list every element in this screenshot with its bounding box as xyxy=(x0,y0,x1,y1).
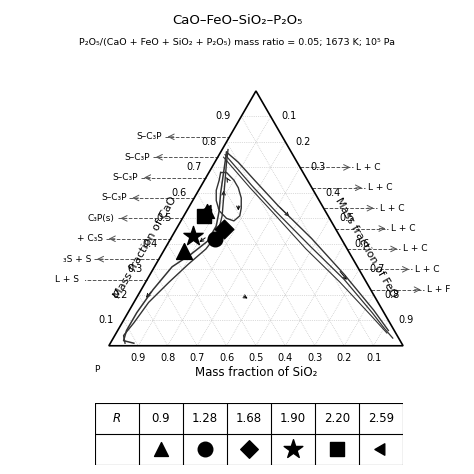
Text: L + C: L + C xyxy=(356,163,381,172)
Text: 0.4: 0.4 xyxy=(325,188,340,198)
Text: 0.7: 0.7 xyxy=(190,353,205,363)
Text: L + F: L + F xyxy=(427,285,450,294)
Text: 0.6: 0.6 xyxy=(172,188,187,198)
Text: S–C₃P: S–C₃P xyxy=(137,132,162,141)
Point xyxy=(204,207,211,215)
Text: S–C₃P: S–C₃P xyxy=(125,153,150,162)
Text: 0.1: 0.1 xyxy=(366,353,381,363)
Text: C₃P(s): C₃P(s) xyxy=(88,214,115,223)
Point xyxy=(245,446,253,453)
Point xyxy=(157,446,164,453)
Text: 0.1: 0.1 xyxy=(98,315,113,325)
Text: ₃S + S: ₃S + S xyxy=(63,255,91,264)
Text: 0.8: 0.8 xyxy=(384,290,399,300)
Text: 0.9: 0.9 xyxy=(152,412,170,425)
Text: 0.5: 0.5 xyxy=(340,213,355,223)
Text: 2.20: 2.20 xyxy=(324,412,350,425)
Text: 1.28: 1.28 xyxy=(192,412,218,425)
Text: 0.2: 0.2 xyxy=(113,290,128,300)
Text: 1.68: 1.68 xyxy=(236,412,262,425)
Text: 0.8: 0.8 xyxy=(160,353,175,363)
Text: 0.4: 0.4 xyxy=(278,353,293,363)
Text: S–C₃P: S–C₃P xyxy=(101,193,127,202)
Point xyxy=(180,248,188,255)
Point xyxy=(220,225,228,232)
Point xyxy=(333,446,341,453)
Text: P: P xyxy=(94,365,100,374)
Text: Mass fraction of FeO: Mass fraction of FeO xyxy=(334,196,399,300)
Point xyxy=(289,446,297,453)
Text: L + S: L + S xyxy=(55,275,80,284)
Text: 0.9: 0.9 xyxy=(399,315,414,325)
Point xyxy=(201,446,209,453)
Text: Mass fraction of SiO₂: Mass fraction of SiO₂ xyxy=(195,366,317,379)
Point xyxy=(204,207,211,215)
Text: L + C: L + C xyxy=(415,265,439,274)
Text: 0.5: 0.5 xyxy=(248,353,264,363)
Text: 0.9: 0.9 xyxy=(131,353,146,363)
Point xyxy=(211,235,219,243)
Text: 0.6: 0.6 xyxy=(219,353,234,363)
Point xyxy=(201,212,208,219)
Text: P₂O₅/(CaO + FeO + SiO₂ + P₂O₅) mass ratio = 0.05; 1673 K; 10⁵ Pa: P₂O₅/(CaO + FeO + SiO₂ + P₂O₅) mass rati… xyxy=(79,38,395,47)
Point xyxy=(189,232,197,240)
Text: 0.5: 0.5 xyxy=(157,213,172,223)
Text: L + C: L + C xyxy=(392,224,416,233)
Text: 0.9: 0.9 xyxy=(216,111,231,121)
Text: 0.2: 0.2 xyxy=(337,353,352,363)
Text: 0.7: 0.7 xyxy=(369,264,384,274)
Text: S–C₃P: S–C₃P xyxy=(113,173,138,182)
Text: L + C: L + C xyxy=(368,183,392,192)
Text: 0.3: 0.3 xyxy=(310,163,326,173)
Text: Mass fraction of CaO: Mass fraction of CaO xyxy=(112,195,179,301)
Text: + C₃S: + C₃S xyxy=(77,234,103,243)
Text: 0.2: 0.2 xyxy=(296,137,311,147)
Text: 0.7: 0.7 xyxy=(186,163,201,173)
Text: CaO–FeO–SiO₂–P₂O₅: CaO–FeO–SiO₂–P₂O₅ xyxy=(172,14,302,27)
Text: 0.3: 0.3 xyxy=(128,264,143,274)
Text: L + C: L + C xyxy=(380,204,404,213)
Text: 0.8: 0.8 xyxy=(201,137,216,147)
Text: 0.3: 0.3 xyxy=(307,353,322,363)
Text: 1.90: 1.90 xyxy=(280,412,306,425)
Text: R: R xyxy=(113,412,121,425)
Text: 0.6: 0.6 xyxy=(355,239,370,249)
Text: L + C: L + C xyxy=(403,245,428,254)
Text: 2.59: 2.59 xyxy=(368,412,394,425)
Text: 0.4: 0.4 xyxy=(142,239,157,249)
Text: 0.1: 0.1 xyxy=(281,111,296,121)
Point xyxy=(377,446,385,453)
